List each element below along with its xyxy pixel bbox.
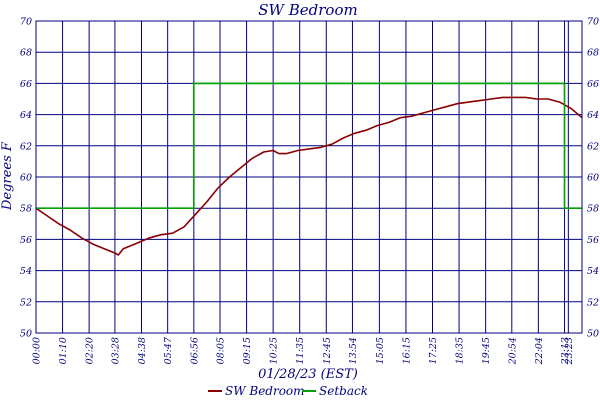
chart-title: SW Bedroom — [258, 1, 357, 19]
y-tick-label-right: 56 — [587, 235, 599, 246]
x-tick-label: 15:05 — [375, 337, 386, 364]
x-tick-label: 17:25 — [428, 337, 439, 364]
x-tick-label: 12:45 — [322, 337, 333, 364]
x-tick-label: 23:23 — [564, 337, 575, 365]
y-tick-label-right: 54 — [587, 266, 599, 277]
y-tick-label-right: 66 — [587, 79, 599, 90]
x-axis-label: 01/28/23 (EST) — [258, 367, 358, 382]
x-tick-label: 00:00 — [32, 337, 43, 364]
legend-label-1: Setback — [319, 384, 368, 398]
x-tick-label: 09:15 — [242, 337, 253, 364]
y-tick-label-left: 66 — [20, 79, 32, 90]
series-line-1 — [36, 82, 582, 209]
y-axis-label: Degrees F — [0, 141, 15, 211]
y-tick-label-right: 68 — [587, 48, 599, 59]
x-tick-label: 08:05 — [216, 337, 227, 364]
legend-label-0: SW Bedroom — [225, 384, 305, 398]
series-line-0 — [35, 96, 583, 256]
y-tick-label-right: 62 — [587, 141, 599, 152]
x-tick-label: 05:47 — [163, 336, 174, 364]
x-tick-label: 02:20 — [85, 337, 96, 364]
x-tick-label: 01:10 — [58, 337, 69, 364]
x-tick-label: 20:54 — [507, 337, 518, 365]
series-layer — [35, 82, 583, 256]
y-tick-label-right: 58 — [587, 204, 599, 215]
x-tick-label: 18:35 — [455, 337, 466, 364]
x-tick-label: 06:56 — [189, 337, 200, 364]
x-tick-label: 23:13 — [560, 337, 571, 365]
x-tick-label: 10:25 — [269, 337, 280, 364]
y-tick-label-left: 54 — [20, 266, 32, 277]
y-tick-label-left: 60 — [20, 173, 32, 184]
y-tick-label-left: 52 — [20, 297, 32, 308]
y-tick-label-left: 70 — [20, 17, 32, 28]
x-tick-label: 13:54 — [348, 337, 359, 364]
y-tick-label-left: 56 — [20, 235, 32, 246]
grid — [35, 20, 582, 334]
y-tick-labels: 50 50 52 52 54 54 56 56 58 58 60 60 62 62 64 64 66 66 68 68… — [20, 17, 599, 340]
x-tick-label: 11:35 — [295, 337, 306, 364]
y-tick-label-right: 52 — [587, 297, 599, 308]
y-tick-label-left: 58 — [20, 204, 32, 215]
y-tick-label-left: 64 — [20, 110, 32, 121]
y-tick-label-right: 64 — [587, 110, 599, 121]
x-tick-label: 19:45 — [481, 337, 492, 364]
x-tick-label: 16:15 — [401, 337, 412, 364]
y-tick-label-right: 70 — [587, 17, 599, 28]
y-tick-label-left: 68 — [20, 48, 32, 59]
y-tick-label-left: 50 — [20, 329, 32, 340]
legend: SW Bedroom Setback — [208, 384, 368, 398]
plot-frame — [35, 20, 583, 334]
x-tick-label: 04:38 — [137, 337, 148, 364]
y-tick-label-right: 60 — [587, 173, 599, 184]
x-tick-label: 03:28 — [110, 337, 121, 364]
x-tick-labels: 00:00 01:10 02:20 03:28 04:38 05:47 06:56 08:05… — [32, 336, 575, 365]
y-tick-label-left: 62 — [20, 141, 32, 152]
x-tick-label: 22:04 — [534, 337, 545, 365]
y-tick-label-right: 50 — [587, 329, 599, 340]
